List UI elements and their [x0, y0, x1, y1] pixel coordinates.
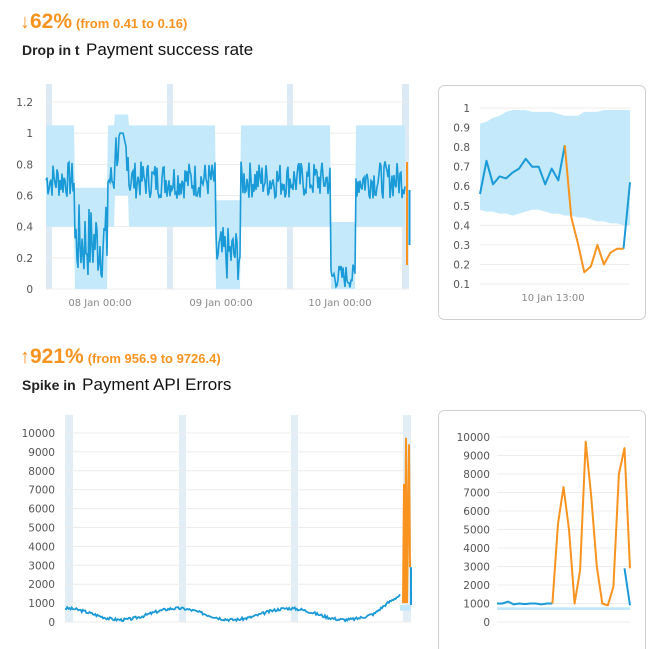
change-range: (from 0.41 to 0.16) — [76, 16, 188, 31]
x-tick-label: 08 Jan 00:00 — [68, 298, 131, 309]
y-tick-label: 1.2 — [16, 97, 33, 109]
y-tick-label: 0 — [483, 617, 490, 629]
zoom-chart[interactable]: 0 1000 2000 3000 4000 5000 6000 7000 8000 9000 100… — [457, 432, 631, 629]
time-highlight — [65, 415, 73, 622]
y-tick-label: 3000 — [28, 560, 55, 572]
y-tick-label: 7000 — [463, 488, 490, 500]
expected-range-band — [46, 114, 405, 289]
x-tick-label: 09 Jan 00:00 — [189, 298, 252, 309]
x-tick-label: 10 Jan 00:00 — [308, 298, 371, 309]
x-tick-label: 10 Jan 13:00 — [521, 293, 584, 304]
y-tick-label: 1000 — [28, 598, 55, 610]
y-tick-label: 0.5 — [453, 201, 470, 213]
y-tick-label: 0.2 — [453, 259, 470, 271]
metric-name: Payment API Errors — [82, 375, 232, 394]
y-tick-label: 0.8 — [16, 159, 33, 171]
metric-panel-api-errors: ↑921% (from 956.9 to 9726.4) Spike in Pay… — [0, 335, 665, 649]
down-arrow-icon: ↓ — [20, 11, 30, 33]
y-tick-label: 9000 — [463, 451, 490, 463]
y-tick-label: 5000 — [28, 523, 55, 535]
y-tick-label: 9000 — [28, 447, 55, 459]
expected-range-band — [480, 110, 630, 226]
y-tick-label: 10000 — [22, 428, 55, 440]
y-tick-label: 6000 — [28, 504, 55, 516]
y-tick-label: 3000 — [463, 562, 490, 574]
zoom-chart[interactable]: 0.1 0.2 0.3 0.4 0.5 0.6 0.7 0.8 0.9 1 10 Jan 13:0… — [453, 103, 631, 304]
change-headline: ↓62% (from 0.41 to 0.16) — [20, 10, 187, 34]
y-tick-label: 0.1 — [453, 279, 470, 291]
series-line — [497, 568, 631, 606]
y-tick-label: 8000 — [28, 466, 55, 478]
api-errors-charts: 0 1000 2000 3000 4000 5000 6000 7000 8000 9000 100… — [22, 410, 646, 649]
y-tick-label: 1000 — [463, 599, 490, 611]
time-highlight — [291, 415, 298, 622]
time-highlight — [179, 415, 186, 622]
y-tick-label: 0.4 — [453, 220, 470, 232]
main-timeseries-chart[interactable]: 0 0.2 0.4 0.6 0.8 1 1.2 08 Jan 00:00 09 Jan 00:… — [16, 84, 411, 309]
y-tick-label: 0 — [26, 284, 33, 296]
y-tick-label: 0.3 — [453, 240, 470, 252]
y-tick-label: 0.2 — [16, 253, 33, 265]
y-tick-label: 4000 — [28, 541, 55, 553]
change-percent: 62% — [30, 10, 73, 33]
series-line — [45, 132, 406, 289]
metric-panel-success-rate: ↓62% (from 0.41 to 0.16) Drop in t Paymen… — [16, 10, 646, 320]
y-tick-label: 4000 — [463, 543, 490, 555]
y-tick-label: 2000 — [28, 579, 55, 591]
series-line — [479, 145, 631, 249]
anomaly-line — [563, 145, 624, 274]
y-tick-label: 0.6 — [453, 181, 470, 193]
y-tick-label: 0.6 — [16, 191, 33, 203]
expected-range-band — [497, 607, 630, 610]
y-tick-label: 1 — [26, 128, 33, 140]
y-tick-label: 0.8 — [453, 142, 470, 154]
subtitle-prefix: Spike in — [22, 377, 76, 393]
anomaly-line — [551, 440, 631, 607]
up-arrow-icon: ↑ — [20, 346, 30, 368]
y-tick-label: 0.7 — [453, 162, 470, 174]
series-line — [64, 593, 401, 623]
subtitle-prefix: Drop in t — [22, 42, 80, 58]
y-tick-label: 0 — [48, 617, 55, 629]
y-tick-label: 8000 — [463, 469, 490, 481]
y-tick-label: 10000 — [457, 432, 490, 444]
expected-range-band — [400, 604, 411, 611]
success-rate-charts: 0 0.2 0.4 0.6 0.8 1 1.2 08 Jan 00:00 09 Jan 00:… — [16, 84, 646, 320]
main-timeseries-chart[interactable]: 0 1000 2000 3000 4000 5000 6000 7000 8000 9000 100… — [22, 415, 412, 629]
y-tick-label: 7000 — [28, 485, 55, 497]
change-percent: 921% — [30, 345, 84, 368]
y-tick-label: 6000 — [463, 506, 490, 518]
y-tick-label: 2000 — [463, 580, 490, 592]
panel-subtitle: Spike in Payment API Errors — [22, 375, 231, 395]
change-headline: ↑921% (from 956.9 to 9726.4) — [20, 345, 221, 369]
y-tick-label: 0.9 — [453, 123, 470, 135]
anomaly-line — [402, 437, 411, 604]
y-tick-label: 0.4 — [16, 222, 33, 234]
metric-name: Payment success rate — [86, 40, 254, 59]
panel-subtitle: Drop in t Payment success rate — [22, 40, 253, 60]
y-tick-label: 5000 — [463, 525, 490, 537]
y-tick-label: 1 — [463, 103, 470, 115]
change-range: (from 956.9 to 9726.4) — [87, 351, 221, 366]
